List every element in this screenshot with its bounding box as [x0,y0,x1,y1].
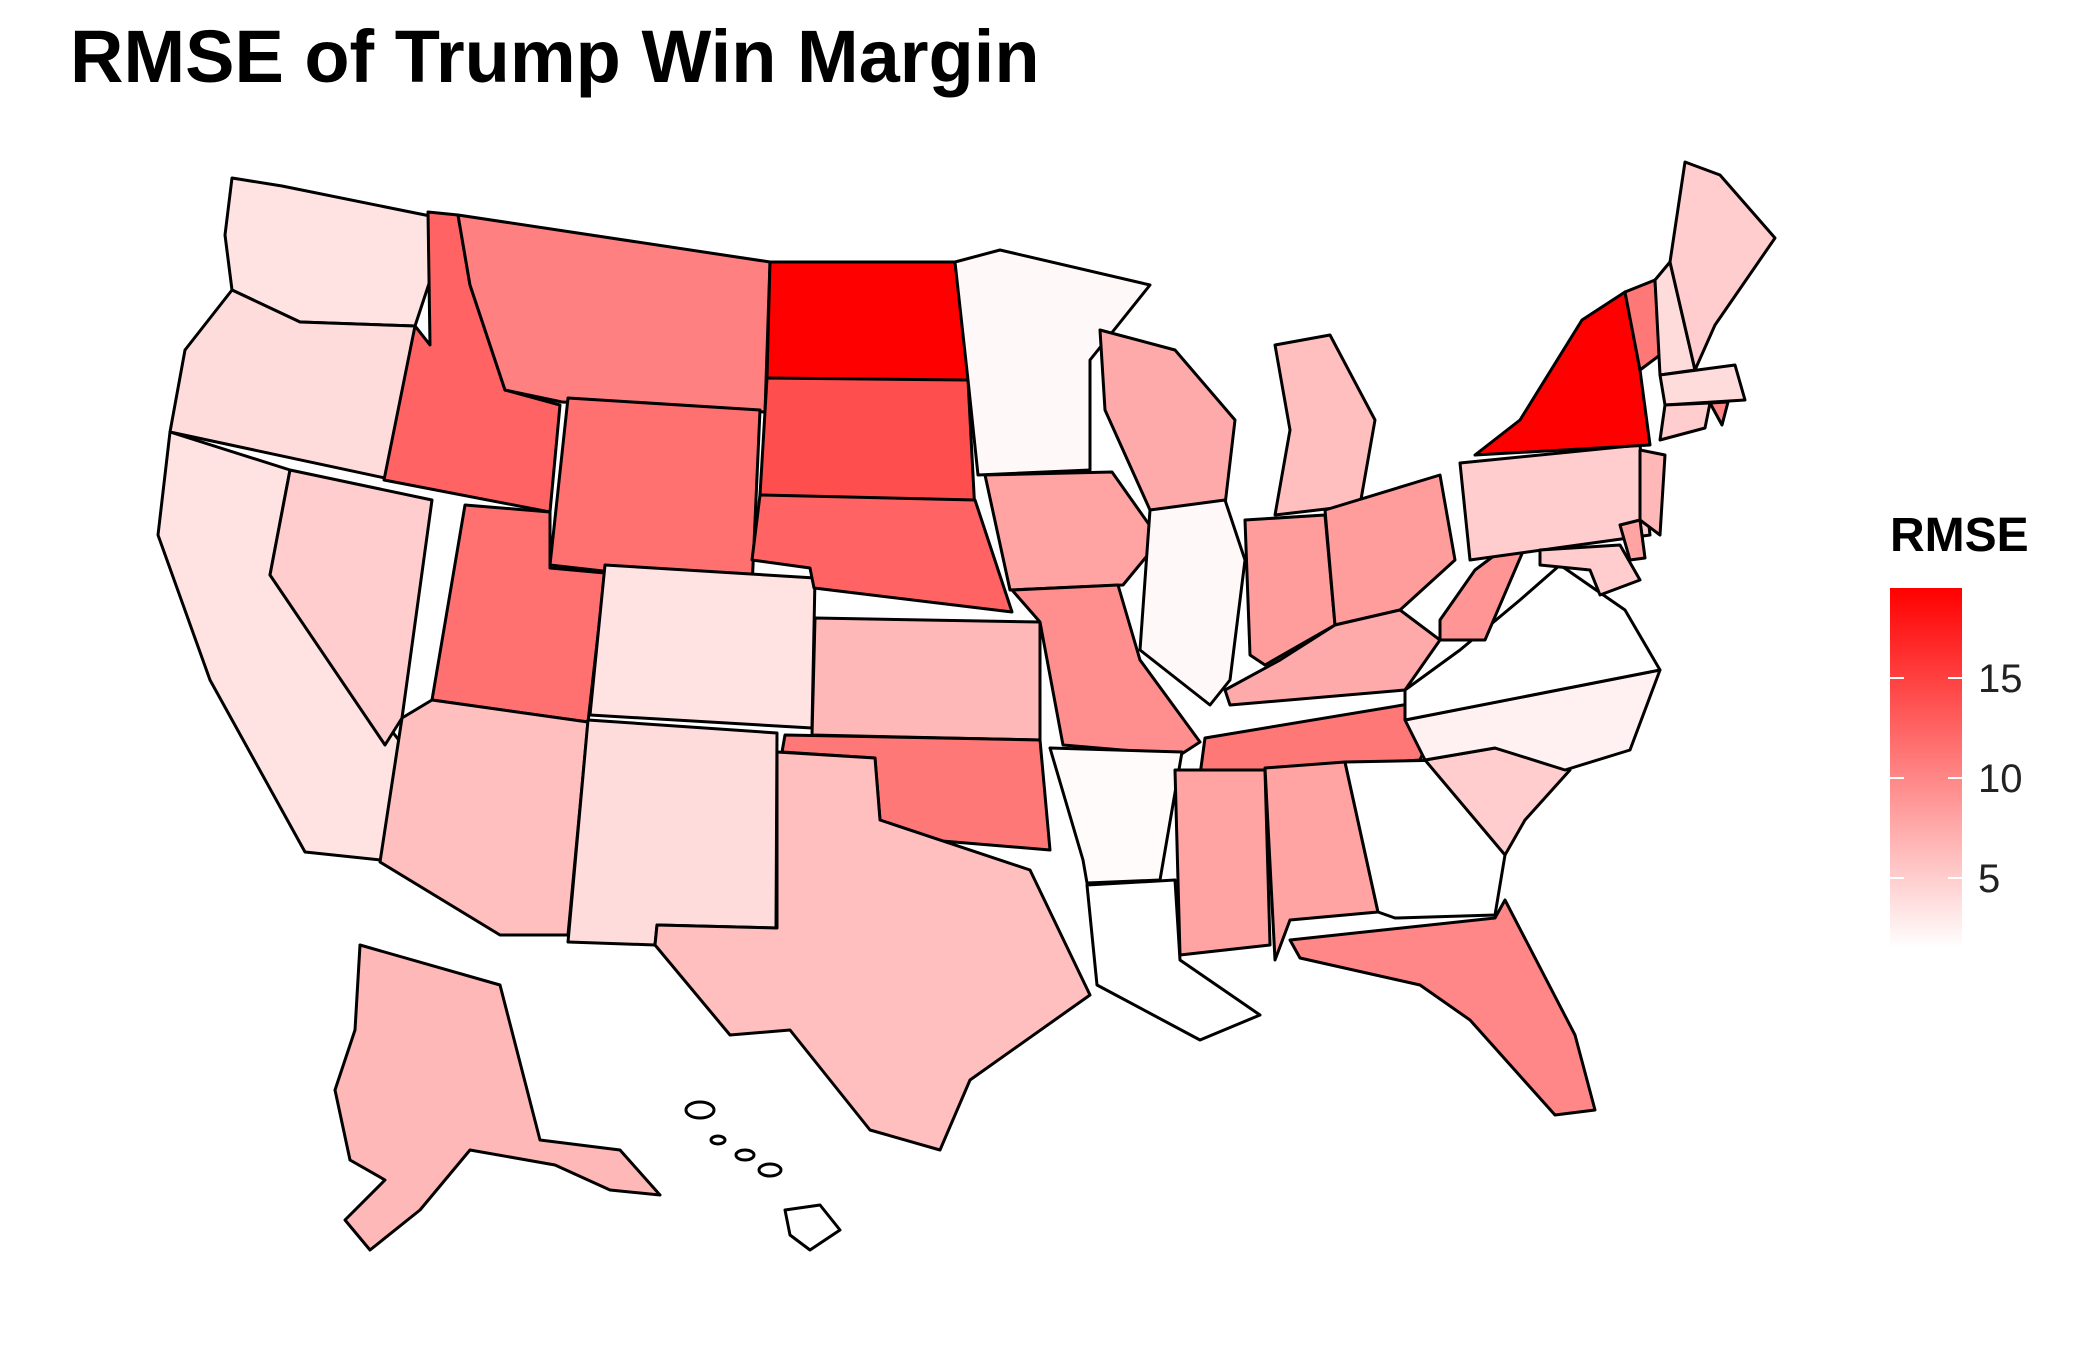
state-hi-island [734,1148,756,1162]
state-fl [1288,898,1597,1117]
state-va [1403,563,1662,722]
legend-tick-label: 15 [1978,657,2023,701]
state-wy [548,396,762,590]
state-nm [566,718,779,947]
state-ny [1473,290,1652,457]
state-il [1138,498,1247,707]
state-ia [983,470,1162,592]
state-hi [783,1203,842,1252]
state-ky [1223,608,1442,707]
state-md [1538,543,1642,597]
legend-colorbar [1890,588,1962,948]
state-hi-island [757,1162,783,1178]
state-mt [456,213,772,414]
state-de [1618,518,1647,562]
state-sd [758,376,977,515]
legend-tick-label: 5 [1978,857,2000,901]
state-mi [1273,333,1377,517]
state-ct [1658,401,1712,442]
color-legend: 5 10 15 [1890,588,2023,948]
state-nv [268,468,434,747]
state-co [588,563,817,730]
map-title: RMSE of Trump Win Margin [70,15,1040,98]
state-mo [1010,583,1202,757]
state-al [1263,760,1380,962]
state-ak [333,943,662,1252]
state-ma [1658,363,1747,407]
state-ri [1708,400,1730,427]
state-in [1243,513,1337,667]
state-nj [1638,448,1667,537]
state-hi-island [684,1100,716,1120]
state-ms [1173,768,1272,957]
state-la [1085,878,1262,1042]
legend-tick-label: 10 [1978,757,2023,801]
state-ne [750,493,1014,614]
state-pa [1458,443,1652,562]
state-tx [653,750,1092,1152]
state-ar [1048,746,1184,885]
state-mn [953,248,1152,477]
legend-title: RMSE [1890,509,2029,562]
state-nd [765,260,974,387]
state-oh [1323,473,1457,627]
state-hi-island [709,1134,727,1146]
state-az [378,698,590,937]
state-ks [810,616,1042,742]
